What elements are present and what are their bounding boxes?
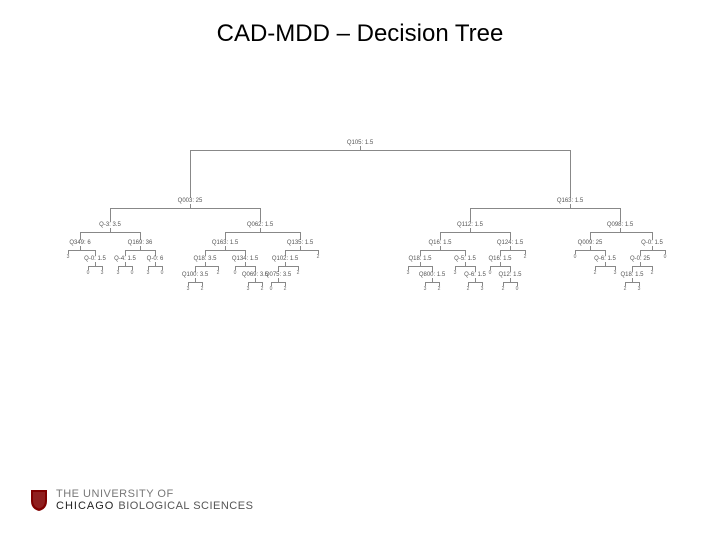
tree-leaf: 3 [67, 254, 70, 260]
tree-leaf: 2 [624, 286, 627, 292]
tree-node: Q134: 1.5 [232, 256, 258, 262]
tree-node: Q-4: 1.5 [114, 256, 136, 262]
tree-node: Q009: 25 [578, 240, 603, 246]
tree-leaf: 3 [614, 270, 617, 276]
tree-node: Q135: 1.5 [287, 240, 313, 246]
tree-node: Q12: 1.5 [498, 272, 521, 278]
tree-leaf: 3 [187, 286, 190, 292]
page-title: CAD-MDD – Decision Tree [0, 20, 720, 48]
tree-node: Q18: 1.5 [620, 272, 643, 278]
tree-node: Q18: 3.5 [193, 256, 216, 262]
tree-node: Q-0: 6 [147, 256, 164, 262]
tree-node: Q062: 1.5 [247, 222, 273, 228]
tree-leaf: 3 [101, 270, 104, 276]
tree-leaf: 0 [574, 254, 577, 260]
tree-node: Q16: 1.5 [428, 240, 451, 246]
tree-node: Q124: 1.5 [497, 240, 523, 246]
tree-node: Q-3: 3.5 [99, 222, 121, 228]
tree-leaf: 0 [131, 270, 134, 276]
tree-leaf: 0 [270, 286, 273, 292]
decision-tree-diagram: Q105: 1.5 Q003: 25 Q163: 1.5 Q-3: 3.5 Q062: … [40, 140, 680, 340]
tree-node: Q100: 3.5 [182, 272, 208, 278]
tree-leaf: 2 [297, 270, 300, 276]
university-crest-icon [30, 489, 48, 511]
tree-node: Q102: 1.5 [272, 256, 298, 262]
tree-leaf: 3 [638, 286, 641, 292]
tree-leaf: 0 [87, 270, 90, 276]
tree-leaf: 2 [594, 270, 597, 276]
tree-node: Q112: 1.5 [457, 222, 483, 228]
footer-branding: THE UNIVERSITY OF CHICAGO BIOLOGICAL SCI… [30, 488, 253, 512]
tree-node: Q163: 1.5 [557, 198, 583, 204]
tree-node: Q16: 1.5 [488, 256, 511, 262]
tree-node: Q163: 1.5 [212, 240, 238, 246]
tree-node: Q349: 6 [69, 240, 90, 246]
tree-node: Q-5: 1.5 [454, 256, 476, 262]
footer-line-2: CHICAGO BIOLOGICAL SCIENCES [56, 500, 253, 512]
tree-leaf: 2 [261, 286, 264, 292]
tree-leaf: 2 [284, 286, 287, 292]
tree-leaf: 2 [524, 254, 527, 260]
tree-node: Q-6: 1.5 [464, 272, 486, 278]
tree-node: Q-0: 25 [630, 256, 650, 262]
tree-node: Q003: 25 [178, 198, 203, 204]
tree-node: Q105: 1.5 [347, 140, 373, 146]
tree-leaf: 0 [664, 254, 667, 260]
tree-leaf: 2 [502, 286, 505, 292]
tree-leaf: 2 [651, 270, 654, 276]
tree-node: Q18: 1.5 [408, 256, 431, 262]
tree-node: Q075: 3.5 [265, 272, 291, 278]
tree-leaf: 3 [117, 270, 120, 276]
tree-leaf: 0 [161, 270, 164, 276]
tree-leaf: 3 [407, 270, 410, 276]
tree-leaf: 2 [467, 286, 470, 292]
tree-leaf: 3 [247, 286, 250, 292]
footer-line-1: THE UNIVERSITY OF [56, 488, 253, 500]
tree-leaf: 2 [438, 286, 441, 292]
tree-leaf: 3 [454, 270, 457, 276]
tree-node: Q-0: 1.5 [84, 256, 106, 262]
tree-leaf: 0 [234, 270, 237, 276]
tree-leaf: 3 [481, 286, 484, 292]
tree-leaf: 2 [217, 270, 220, 276]
tree-leaf: 0 [516, 286, 519, 292]
tree-leaf: 3 [147, 270, 150, 276]
tree-node: Q800: 1.5 [419, 272, 445, 278]
tree-leaf: 3 [424, 286, 427, 292]
tree-leaf: 2 [201, 286, 204, 292]
tree-node: Q169: 36 [128, 240, 153, 246]
tree-leaf: 0 [489, 270, 492, 276]
tree-node: Q-6: 1.5 [594, 256, 616, 262]
tree-node: Q-0: 1.5 [641, 240, 663, 246]
tree-node: Q098: 1.5 [607, 222, 633, 228]
tree-leaf: 2 [317, 254, 320, 260]
